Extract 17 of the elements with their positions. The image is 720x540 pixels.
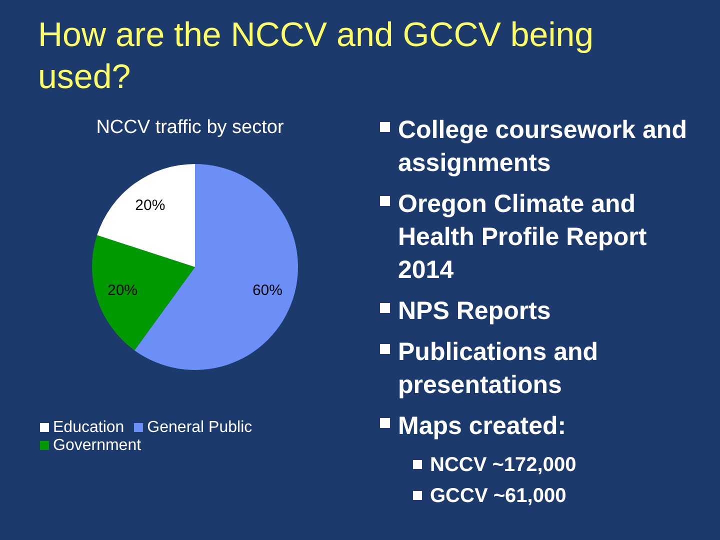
- text: GCCV ~61,000: [430, 485, 566, 507]
- data-label: 60%: [252, 282, 283, 300]
- legend-label: Government: [53, 437, 142, 454]
- pie-slice: [97, 164, 195, 267]
- chart-title: How are the NCCV and GCCV being used?: [38, 15, 595, 98]
- data-label: 20%: [135, 196, 166, 214]
- legend-label: Education: [53, 419, 124, 436]
- legend-label: General Public: [147, 419, 252, 436]
- text: NPS Reports: [398, 297, 551, 325]
- pie-slice: [92, 235, 195, 350]
- chart-subtitle: NCCV traffic by sector: [95, 117, 285, 139]
- text: NCCV ~172,000: [430, 454, 576, 476]
- data-label: 20%: [107, 282, 138, 300]
- text: Maps created:: [398, 412, 566, 440]
- text: Publications and presentations: [398, 338, 598, 399]
- text: Oregon Climate and Health Profile Report 2014: [398, 190, 647, 284]
- text: College coursework and assignments: [398, 116, 687, 177]
